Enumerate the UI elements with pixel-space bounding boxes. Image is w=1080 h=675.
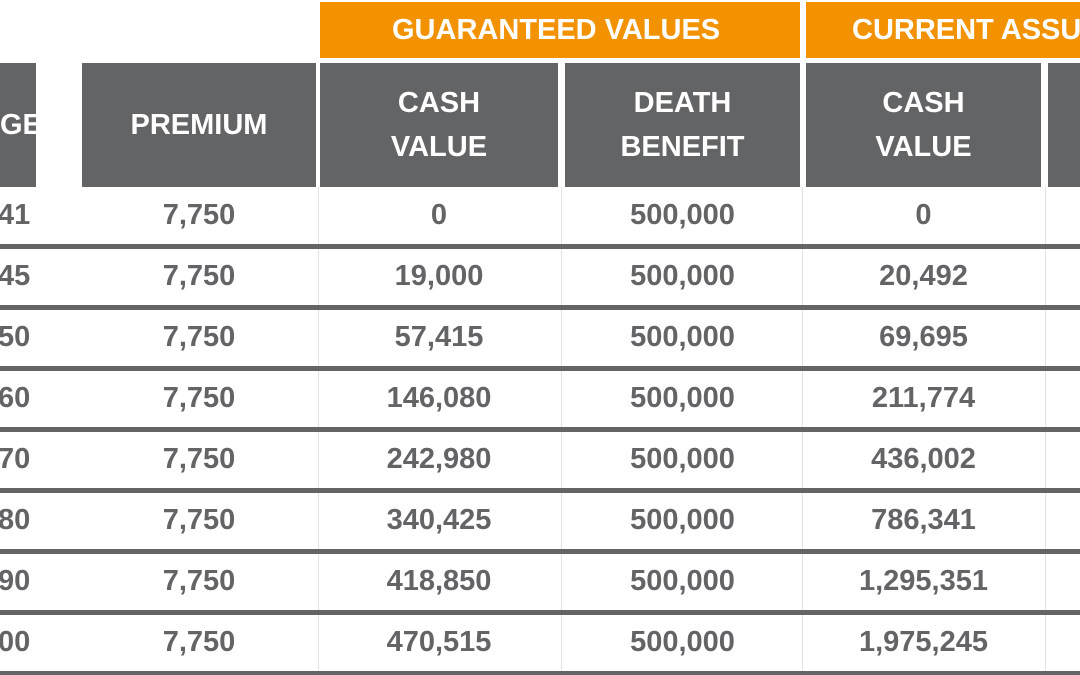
- table-cell: 00: [0, 626, 31, 658]
- table-cell: 45: [0, 260, 31, 292]
- header-text: CASH: [882, 87, 965, 119]
- row-separator: [0, 427, 1080, 432]
- table-cell: 7,750: [162, 504, 236, 536]
- table-cell: 69,695: [879, 321, 968, 353]
- table-cell: 80: [0, 504, 31, 536]
- table-cell: 418,850: [386, 565, 492, 597]
- table-cell: 211,774: [871, 382, 976, 414]
- table-cell: 786,341: [871, 504, 976, 536]
- table-cell: 70: [0, 443, 31, 475]
- table-cell: 7,750: [162, 199, 236, 231]
- header-text: GE: [0, 109, 42, 141]
- table-cell: 500,000: [630, 199, 735, 231]
- table-cell: 20,492: [879, 260, 968, 292]
- table-cell: 0: [915, 199, 932, 231]
- table-cell: 0: [430, 199, 448, 231]
- table-cell: 41: [0, 199, 31, 231]
- table-cell: 19,000: [394, 260, 484, 292]
- table-cell: 1,975,245: [858, 626, 988, 658]
- header-text: CASH: [397, 87, 481, 119]
- row-separator: [0, 305, 1080, 310]
- table-cell: 50: [0, 321, 31, 353]
- table-cell: 7,750: [162, 626, 236, 658]
- table-cell: 500,000: [630, 565, 735, 597]
- table-cell: 60: [0, 382, 31, 414]
- table-cell: 436,002: [871, 443, 976, 475]
- table-cell: 470,515: [386, 626, 492, 658]
- row-separator: [0, 671, 1080, 675]
- table-cell: 500,000: [630, 504, 735, 536]
- group-header: GUARANTEED VALUES: [320, 2, 800, 58]
- column-header: CASH VALUE: [806, 63, 1041, 187]
- table-cell: 500,000: [630, 321, 735, 353]
- table-cell: 500,000: [630, 443, 735, 475]
- table-cell: 242,980: [386, 443, 492, 475]
- row-separator: [0, 488, 1080, 493]
- table-cell: 146,080: [386, 382, 492, 414]
- column-header: PREMIUM: [82, 63, 316, 187]
- table-cell: 340,425: [386, 504, 492, 536]
- table-cell: 7,750: [162, 321, 236, 353]
- table-cell: 1,295,351: [858, 565, 988, 597]
- header-text: VALUE: [875, 131, 972, 163]
- table-cell: 7,750: [162, 260, 236, 292]
- header-text: VALUE: [390, 131, 488, 163]
- column-header: CASH VALUE: [320, 63, 558, 187]
- table-cell: 500,000: [630, 260, 735, 292]
- row-separator: [0, 610, 1080, 615]
- header-text: BENEFIT: [620, 131, 745, 163]
- column-header: GE: [0, 63, 42, 187]
- column-header: [1048, 63, 1080, 187]
- row-separator: [0, 366, 1080, 371]
- column-header: DEATH BENEFIT: [565, 63, 800, 187]
- row-separator: [0, 244, 1080, 249]
- table-cell: 7,750: [162, 382, 236, 414]
- table-cell: 57,415: [394, 321, 484, 353]
- table-cell: 7,750: [162, 443, 236, 475]
- header-text: DEATH: [633, 87, 732, 119]
- table-cell: 500,000: [630, 382, 735, 414]
- table-cell: 500,000: [630, 626, 735, 658]
- group-header: CURRENT ASSU: [806, 2, 1080, 58]
- table-cell: 90: [0, 565, 31, 597]
- table-cell: 7,750: [162, 565, 236, 597]
- row-separator: [0, 549, 1080, 554]
- header-text: PREMIUM: [130, 109, 268, 141]
